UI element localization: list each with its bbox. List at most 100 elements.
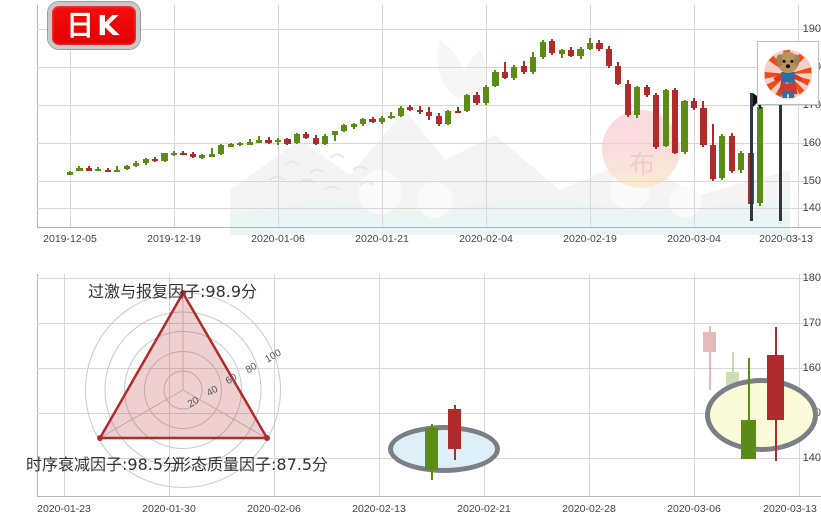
- gridline: [37, 105, 821, 106]
- gridline: [37, 368, 821, 369]
- candle-body: [189, 153, 196, 157]
- candle-wick: [503, 62, 506, 80]
- candle-body: [293, 133, 300, 144]
- candle-body: [586, 42, 594, 49]
- candle: [265, 137, 272, 144]
- y-tick-label: 140: [802, 202, 821, 214]
- mascot-thumbnail[interactable]: [757, 41, 819, 105]
- candle: [520, 61, 527, 74]
- candle: [482, 85, 490, 105]
- candle-body: [671, 89, 679, 153]
- candle-body: [728, 135, 735, 172]
- y-tick-label: 140: [802, 452, 821, 464]
- top-candle-series: [37, 5, 821, 227]
- candle: [615, 62, 622, 86]
- candle: [218, 144, 225, 156]
- candle: [558, 48, 565, 59]
- candle-wick: [116, 165, 119, 172]
- y-tick-label: 190: [802, 23, 821, 35]
- candle-body: [218, 145, 225, 154]
- current-candle-down: [767, 327, 784, 461]
- candle-body: [123, 165, 130, 169]
- candle: [549, 38, 556, 56]
- candle-body: [634, 87, 641, 116]
- candle: [293, 132, 300, 145]
- daily-k-badge[interactable]: 日K: [48, 2, 140, 49]
- x-tick-label: 2020-01-06: [251, 233, 305, 245]
- gridline: [64, 274, 65, 496]
- candle: [577, 47, 584, 59]
- candle-wick: [267, 137, 270, 144]
- candle-body: [312, 138, 319, 144]
- candle-body: [133, 163, 140, 166]
- gridline: [37, 67, 821, 68]
- bottom-y-axis: [37, 274, 38, 496]
- candle: [596, 39, 603, 51]
- candle-wick: [258, 136, 261, 144]
- candle-body: [530, 57, 537, 73]
- y-tick-label: 180: [802, 272, 821, 284]
- candle-body: [577, 49, 584, 56]
- x-tick-label: 2020-02-28: [562, 503, 616, 515]
- bottom-chart-panel: 180 170 160 150 140 2020-01-23 2020-01-3…: [0, 260, 821, 520]
- x-tick-label: 2020-03-04: [667, 233, 721, 245]
- candle: [104, 167, 111, 173]
- gridline: [37, 278, 821, 279]
- candle-body: [255, 140, 263, 143]
- mascot-thumbnail-image: [763, 49, 813, 99]
- x-tick-label: 2020-03-06: [667, 503, 721, 515]
- selection-bracket-left: [750, 93, 753, 221]
- candle: [114, 165, 121, 173]
- candle-body: [511, 66, 518, 78]
- candle: [274, 137, 282, 146]
- candle-body: [615, 66, 622, 84]
- y-tick-label: 170: [802, 317, 821, 329]
- candle-body: [161, 153, 168, 162]
- radar-polygon: [97, 290, 270, 440]
- candle-body: [709, 145, 716, 179]
- candle-body: [463, 95, 471, 112]
- candle-body: [199, 155, 206, 158]
- candle: [322, 133, 329, 145]
- candle-body: [208, 154, 215, 157]
- candle-body: [237, 142, 244, 146]
- candle: [170, 151, 178, 156]
- candle: [208, 148, 215, 157]
- candle: [255, 136, 263, 144]
- gridline: [590, 5, 591, 227]
- x-tick-label: 2020-01-21: [355, 233, 409, 245]
- top-x-axis: [37, 227, 821, 228]
- candle: [123, 164, 130, 171]
- candle-body: [397, 107, 404, 116]
- candle-body: [274, 139, 282, 143]
- candle-body: [501, 71, 508, 78]
- candle-body: [85, 168, 92, 171]
- candle: [511, 65, 518, 81]
- candle: [189, 151, 196, 159]
- candle-body: [114, 169, 121, 173]
- gridline: [484, 274, 485, 496]
- candle: [492, 70, 499, 88]
- candle-body: [681, 101, 688, 152]
- candle-body: [388, 115, 395, 119]
- candle: [709, 123, 716, 182]
- candle-body: [303, 133, 310, 139]
- x-tick-label: 2020-03-13: [763, 503, 817, 515]
- candle: [501, 62, 508, 80]
- candle: [624, 79, 631, 117]
- candle: [199, 154, 206, 159]
- candle-body: [350, 124, 357, 127]
- candle: [643, 84, 650, 97]
- candle: [738, 150, 745, 173]
- candle: [161, 152, 168, 163]
- x-tick-label: 2020-02-21: [457, 503, 511, 515]
- candle: [719, 134, 726, 180]
- candle: [463, 93, 471, 113]
- radar-axis-label-left: 时序衰减因子:98.5分: [26, 455, 180, 474]
- gridline: [70, 5, 71, 227]
- candle: [284, 137, 291, 146]
- candle: [388, 112, 395, 120]
- x-tick-label: 2019-12-05: [43, 233, 97, 245]
- candle-body: [558, 50, 565, 54]
- candle-wick: [210, 148, 213, 156]
